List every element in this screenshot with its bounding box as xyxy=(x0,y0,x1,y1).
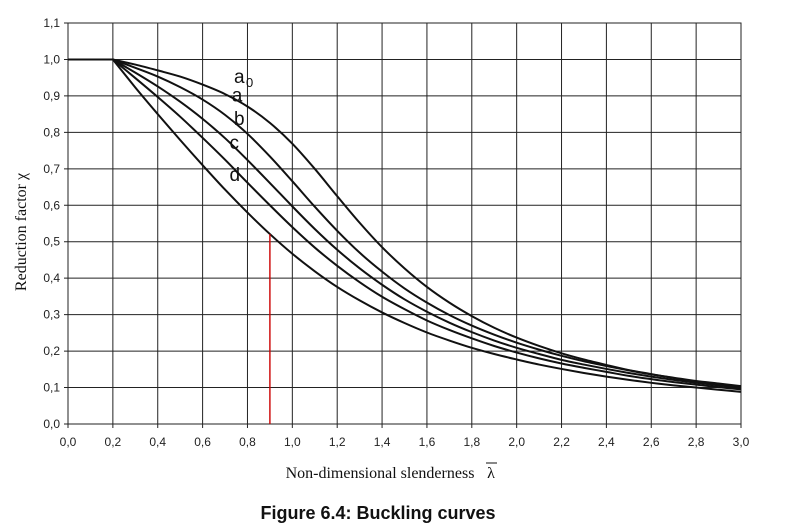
y-axis-title: Reduction factor χ xyxy=(13,172,30,291)
x-tick-label: 2,8 xyxy=(688,435,705,449)
x-tick-label: 0,4 xyxy=(149,435,166,449)
y-tick-label: 1,1 xyxy=(43,16,60,30)
x-axis-symbol: λ xyxy=(487,465,495,482)
x-tick-label: 2,4 xyxy=(598,435,615,449)
y-tick-label: 0,6 xyxy=(43,198,60,212)
curve-label-a0: a xyxy=(234,67,245,88)
x-tick-label: 2,0 xyxy=(508,435,525,449)
curve-b xyxy=(68,58,742,389)
x-tick-label: 1,2 xyxy=(329,435,346,449)
x-tick-label: 2,6 xyxy=(643,435,660,449)
x-tick-label: 2,2 xyxy=(553,435,570,449)
figure-title: Figure 6.4: Buckling curves xyxy=(260,503,495,523)
y-tick-label: 0,4 xyxy=(43,271,60,285)
x-tick-label: 0,8 xyxy=(239,435,256,449)
y-tick-label: 0,7 xyxy=(43,162,60,176)
lambda-bar-symbol: λ xyxy=(486,462,497,482)
x-tick-label: 0,0 xyxy=(60,435,77,449)
x-tick-label: 1,4 xyxy=(374,435,391,449)
y-tick-label: 0,9 xyxy=(43,89,60,103)
x-tick-label: 3,0 xyxy=(733,435,750,449)
x-tick-labels: 0,0 0,2 0,4 0,6 0,8 1,0 1,2 1,4 1,6 1,8 2,0 2,2 2,4 2… xyxy=(60,435,750,449)
curve-label-b: b xyxy=(234,109,245,130)
x-tick-label: 0,6 xyxy=(194,435,211,449)
plot-frame xyxy=(67,22,742,425)
y-tick-label: 0,1 xyxy=(43,381,60,395)
x-tick-label: 1,6 xyxy=(419,435,436,449)
y-tick-label: 0,5 xyxy=(43,235,60,249)
x-tick-label: 1,8 xyxy=(463,435,480,449)
y-tick-label: 0,0 xyxy=(43,417,60,431)
curve-d xyxy=(68,58,742,393)
curve-label-c: c xyxy=(230,133,240,154)
curve-label-subscript: 0 xyxy=(246,75,253,90)
curve-a xyxy=(68,58,742,388)
y-tick-label: 1,0 xyxy=(43,52,60,66)
y-tick-label: 0,2 xyxy=(43,344,60,358)
y-tick-labels: 0,0 0,1 0,2 0,3 0,4 0,5 0,6 0,7 0,8 0,9 1,0 1,1 xyxy=(43,16,60,431)
curves xyxy=(68,58,742,393)
y-tick-label: 0,3 xyxy=(43,308,60,322)
grid xyxy=(64,22,742,428)
y-tick-label: 0,8 xyxy=(43,125,60,139)
curve-c xyxy=(68,58,742,391)
curve-label-d: d xyxy=(230,165,241,186)
curve-a0 xyxy=(68,58,742,388)
x-axis-title: Non-dimensional slenderness xyxy=(286,465,475,482)
curve-label-a: a xyxy=(232,85,243,106)
x-tick-label: 1,0 xyxy=(284,435,301,449)
x-tick-label: 0,2 xyxy=(105,435,122,449)
